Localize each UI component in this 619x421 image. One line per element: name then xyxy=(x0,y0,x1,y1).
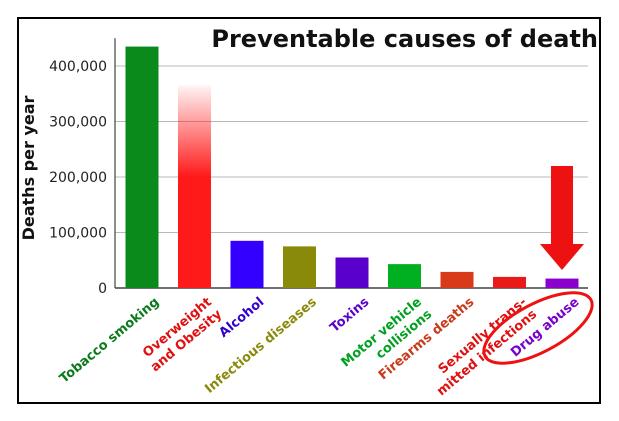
y-tick-label: 200,000 xyxy=(49,170,107,186)
bar xyxy=(335,257,369,288)
arrow-shaft xyxy=(551,166,573,246)
x-tick-label: Tobacco smoking xyxy=(57,295,162,387)
y-axis: 0 100,000 200,000 300,000 400,000 xyxy=(49,38,116,297)
y-tick-label: 0 xyxy=(98,281,107,297)
bars xyxy=(125,46,579,289)
y-tick-label: 100,000 xyxy=(49,226,107,242)
highlight-ellipse xyxy=(482,291,594,365)
bar xyxy=(178,85,211,288)
x-tick-label-line: Tobacco smoking xyxy=(57,295,162,387)
bar xyxy=(440,271,474,288)
x-tick-label: Toxins xyxy=(327,295,372,336)
bar xyxy=(388,264,421,288)
bar xyxy=(545,278,579,288)
y-tick-label: 300,000 xyxy=(49,115,107,131)
bar xyxy=(283,246,316,288)
x-tick-label-line: Toxins xyxy=(327,295,372,336)
figure-frame xyxy=(17,17,601,404)
annotations xyxy=(482,166,594,365)
bar xyxy=(493,276,526,288)
bar xyxy=(125,46,159,289)
arrow-down-icon xyxy=(540,244,584,270)
y-axis-label: Deaths per year xyxy=(19,95,38,240)
chart-title: Preventable causes of death xyxy=(211,25,598,53)
bar xyxy=(230,240,264,288)
y-tick-label: 400,000 xyxy=(49,59,107,75)
